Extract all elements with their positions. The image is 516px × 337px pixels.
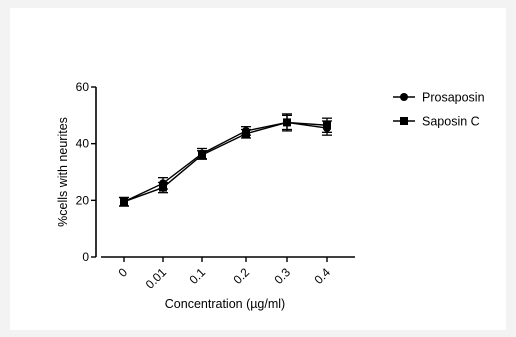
- y-tick-label: 40: [76, 137, 90, 151]
- legend-marker: [400, 117, 408, 125]
- legend-label: Prosaposin: [422, 91, 485, 105]
- axes: [91, 86, 355, 262]
- x-tick-label: 0.3: [271, 265, 293, 287]
- y-axis-title: %cells with neurites: [56, 117, 70, 227]
- series-layer: [119, 113, 332, 207]
- y-tick-label: 20: [76, 193, 90, 207]
- x-tick-label: 0.4: [311, 265, 333, 287]
- y-tick-label: 0: [82, 250, 89, 264]
- legend-item-prosaposin: Prosaposin: [393, 91, 485, 105]
- y-tick-label: 60: [76, 80, 90, 94]
- x-axis-title: Concentration (µg/ml): [165, 297, 285, 311]
- series-line: [123, 121, 328, 203]
- legend: Prosaposin Saposin C: [393, 91, 485, 129]
- series-saposin-c: [119, 114, 332, 207]
- x-tick-label: 0.1: [186, 265, 208, 287]
- legend-item-saposin-c: Saposin C: [393, 115, 480, 129]
- data-point: [323, 121, 331, 130]
- series-line: [123, 121, 328, 203]
- legend-marker: [400, 93, 408, 101]
- x-tick-label: 0: [115, 265, 130, 280]
- legend-label: Saposin C: [422, 115, 480, 129]
- data-point: [159, 183, 167, 192]
- x-tick-label: 0.01: [143, 265, 170, 292]
- data-point: [242, 129, 250, 138]
- chart-panel: [10, 8, 506, 330]
- y-tick-labels: 0 20 40 60: [76, 80, 90, 264]
- x-tick-label: 0.2: [230, 265, 252, 287]
- data-point: [120, 197, 128, 206]
- x-tick-labels: 0 0.01 0.1 0.2 0.3 0.4: [115, 265, 333, 292]
- data-point: [198, 151, 206, 159]
- data-point: [283, 118, 291, 127]
